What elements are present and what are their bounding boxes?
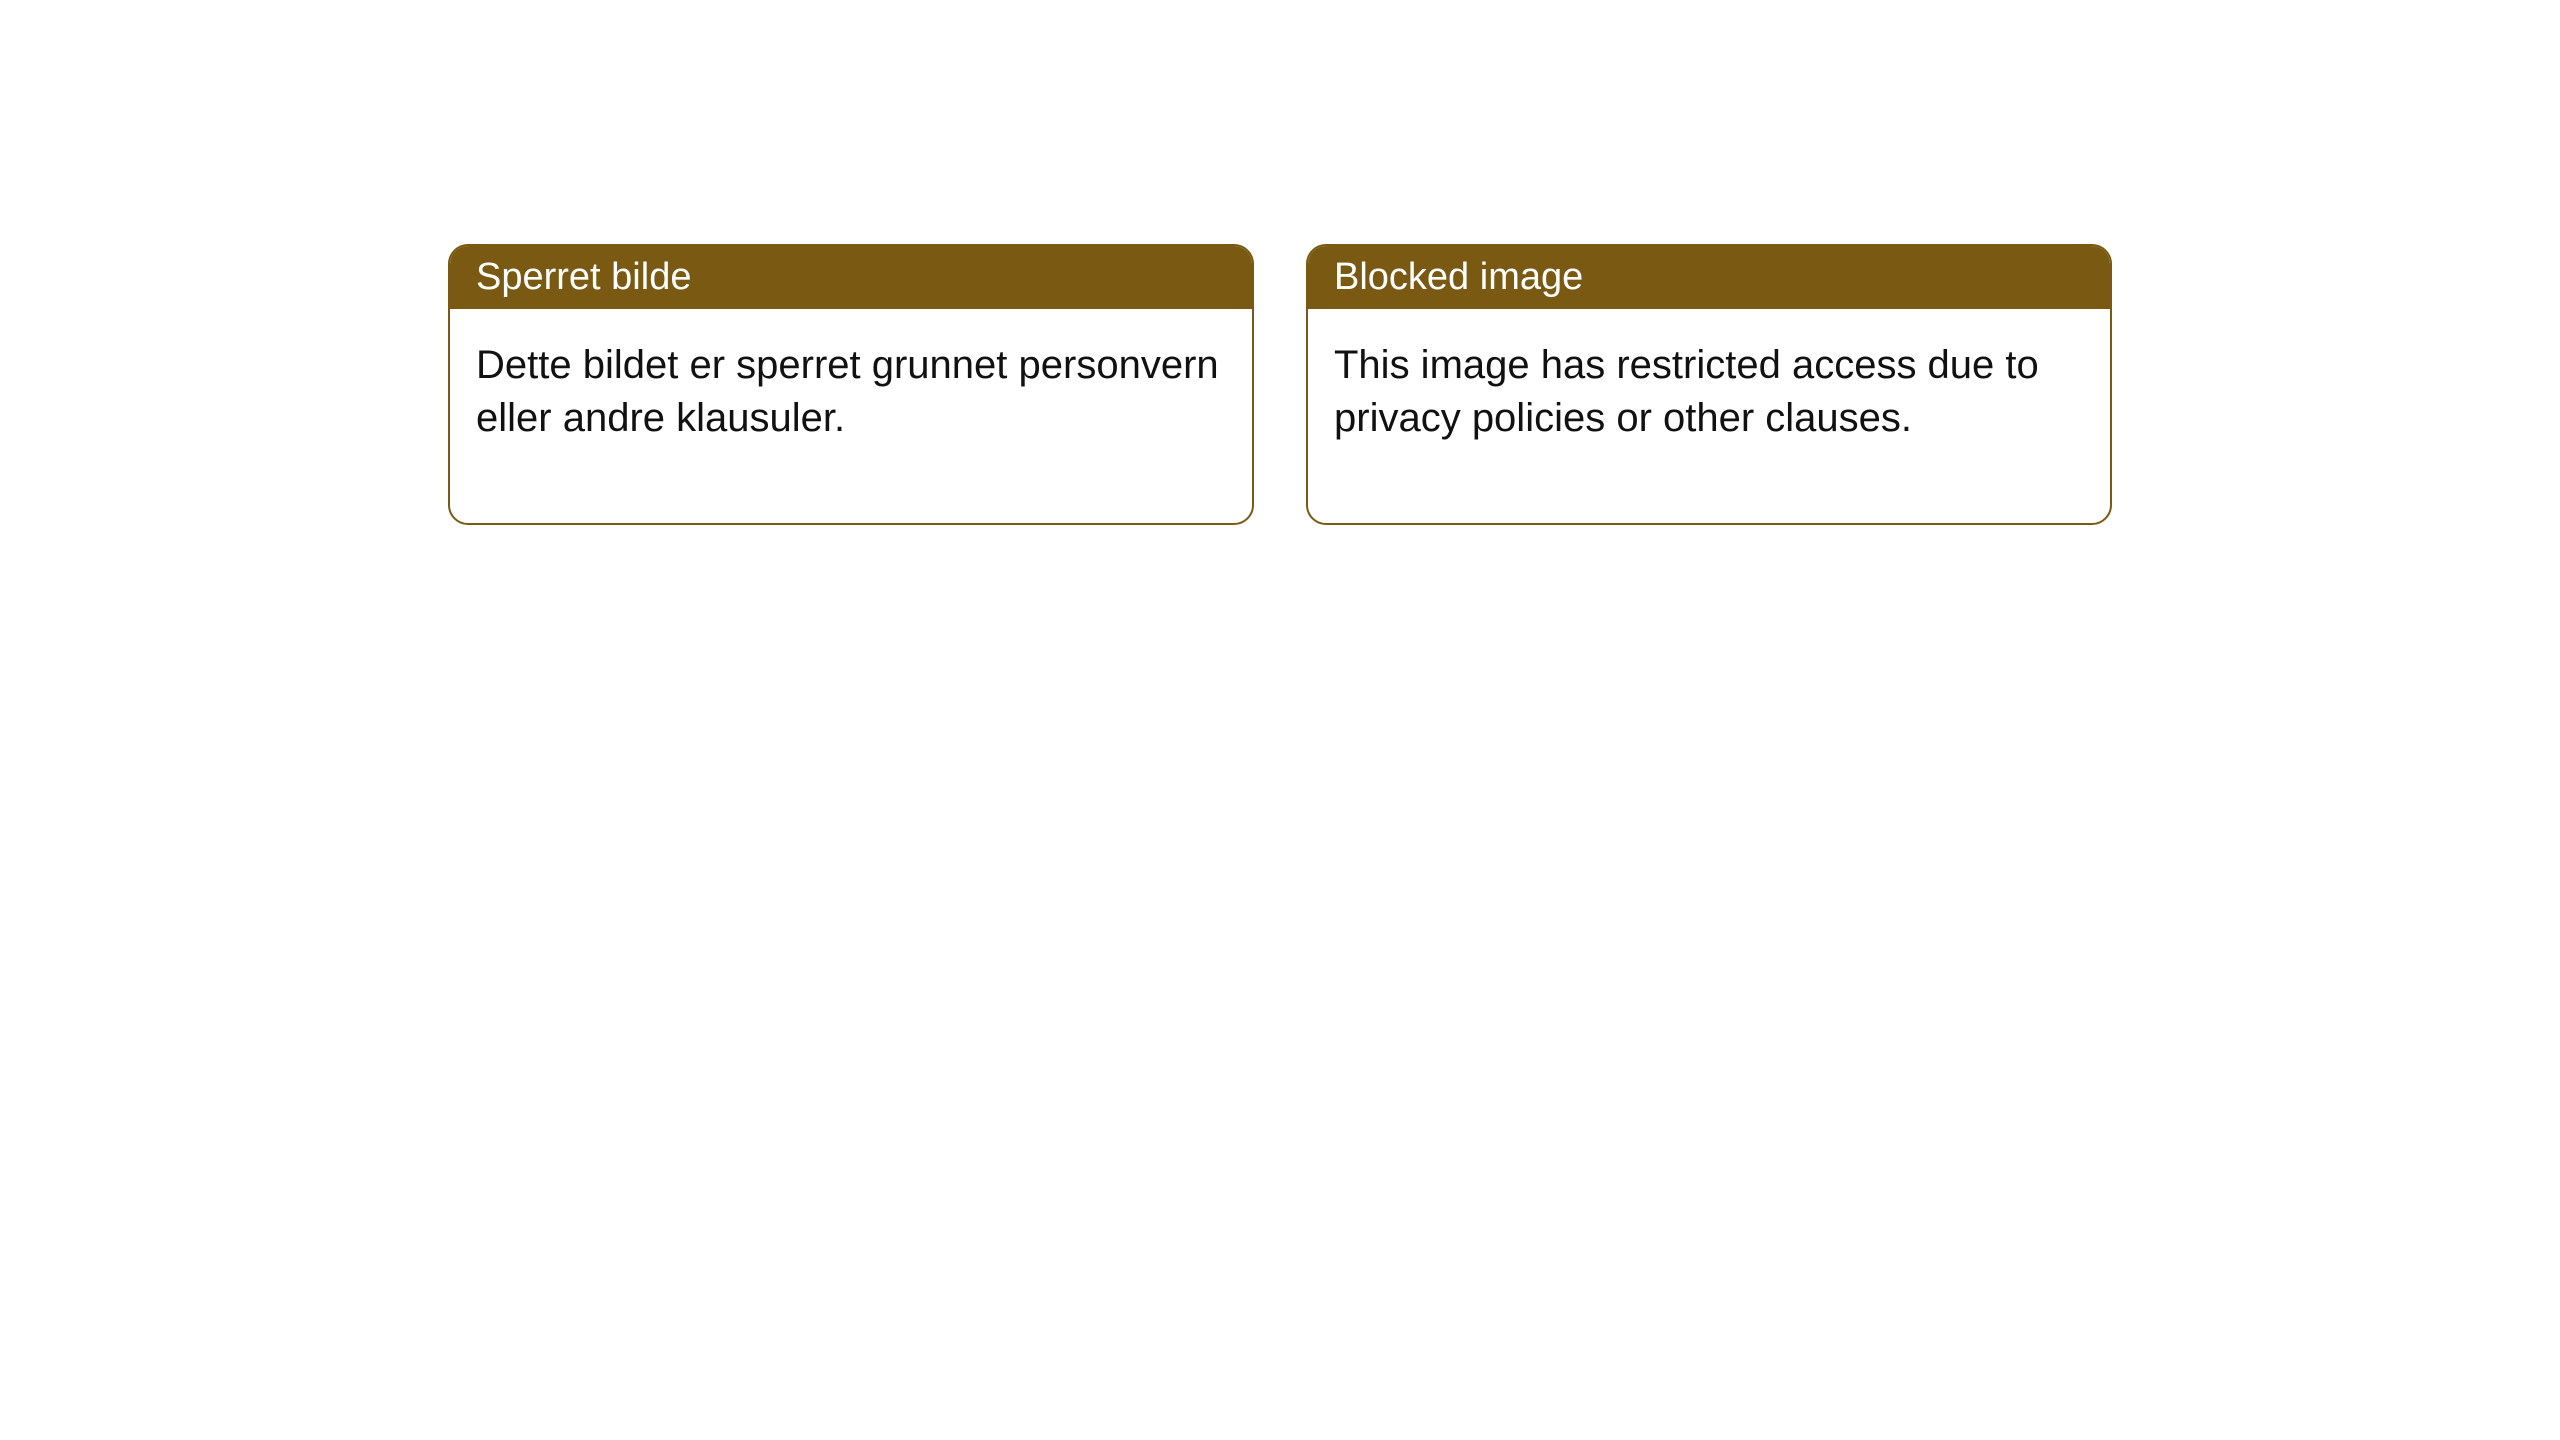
notice-card-body: This image has restricted access due to … bbox=[1308, 309, 2110, 523]
notice-container: Sperret bilde Dette bildet er sperret gr… bbox=[448, 244, 2112, 525]
notice-card-body: Dette bildet er sperret grunnet personve… bbox=[450, 309, 1252, 523]
notice-card-english: Blocked image This image has restricted … bbox=[1306, 244, 2112, 525]
notice-card-title: Sperret bilde bbox=[450, 246, 1252, 309]
notice-card-title: Blocked image bbox=[1308, 246, 2110, 309]
notice-card-norwegian: Sperret bilde Dette bildet er sperret gr… bbox=[448, 244, 1254, 525]
